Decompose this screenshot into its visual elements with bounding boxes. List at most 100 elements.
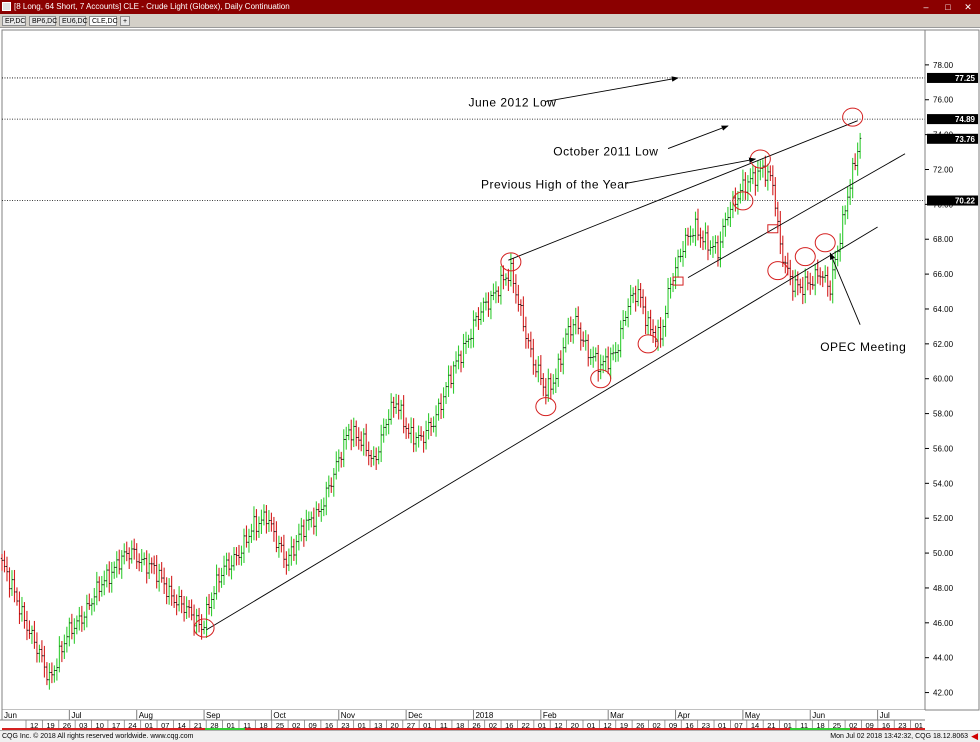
trendline [206, 226, 878, 631]
add-tab-button[interactable]: + [120, 16, 130, 26]
date-tick-label: 21 [194, 721, 202, 730]
date-tick-label: 02 [849, 721, 857, 730]
date-tick-label: 26 [472, 721, 480, 730]
tab-eu6[interactable]: EU6,DC [59, 16, 88, 26]
tab-bp6[interactable]: BP6,DC [29, 16, 57, 26]
tab-cle[interactable]: CLE,DC [89, 16, 118, 26]
date-tick-label: 23 [702, 721, 710, 730]
y-tick-label: 72.00 [933, 165, 954, 174]
month-label: Jul [71, 711, 81, 720]
highlight-circle [535, 397, 557, 417]
price-label: 77.25 [955, 74, 976, 83]
timestamp-text: Mon Jul 02 2018 13:42:32, CQG 18.12.8063 [830, 733, 968, 740]
highlight-circle [767, 261, 789, 281]
date-tick-label: 01 [227, 721, 235, 730]
date-tick-label: 01 [784, 721, 792, 730]
y-tick-label: 62.00 [933, 340, 954, 349]
month-label: Nov [341, 711, 355, 720]
y-tick-label: 66.00 [933, 270, 954, 279]
month-label: Feb [543, 711, 557, 720]
plot-frame [1, 29, 926, 711]
date-tick-label: 20 [390, 721, 398, 730]
date-tick-label: 19 [46, 721, 54, 730]
annotation-arrow [667, 125, 729, 149]
y-tick-label: 46.00 [933, 619, 954, 628]
date-tick-label: 28 [210, 721, 218, 730]
date-tick-label: 03 [79, 721, 87, 730]
y-tick-label: 54.00 [933, 479, 954, 488]
month-label: Mar [610, 711, 624, 720]
date-tick-label: 26 [636, 721, 644, 730]
trendline [508, 120, 858, 261]
y-tick-label: 52.00 [933, 514, 954, 523]
date-tick-label: 12 [554, 721, 562, 730]
highlight-circle [732, 191, 754, 211]
date-tick-label: 02 [489, 721, 497, 730]
date-tick-label: 22 [521, 721, 529, 730]
date-tick-label: 01 [423, 721, 431, 730]
date-tick-label: 11 [440, 721, 448, 730]
date-tick-label: 16 [882, 721, 890, 730]
date-tick-label: 07 [734, 721, 742, 730]
date-tick-label: 12 [603, 721, 611, 730]
price-label-box [927, 72, 978, 83]
annotation-arrow [829, 252, 861, 325]
date-tick-label: 02 [292, 721, 300, 730]
y-tick-label: 68.00 [933, 235, 954, 244]
date-tick-label: 14 [751, 721, 759, 730]
annotation-label: OPEC Meeting [820, 340, 906, 354]
date-tick-label: 09 [669, 721, 677, 730]
price-label-box [927, 133, 978, 144]
y-tick-label: 60.00 [933, 375, 954, 384]
highlight-box [672, 276, 684, 286]
date-tick-label: 24 [128, 721, 136, 730]
y-tick-label: 50.00 [933, 549, 954, 558]
close-button[interactable]: ✕ [964, 2, 972, 12]
date-tick-label: 09 [865, 721, 873, 730]
highlight-circle [794, 247, 816, 267]
price-chart[interactable]: 42.00 44.00 46.00 48.00 50.00 52.00 54.00 56.00… [0, 28, 980, 730]
y-tick-label: 78.00 [933, 61, 954, 70]
maximize-button[interactable]: □ [945, 2, 951, 12]
y-tick-label: 64.00 [933, 305, 954, 314]
month-label: Jun [4, 711, 17, 720]
y-tick-label: 44.00 [933, 654, 954, 663]
price-label: 74.89 [955, 115, 976, 124]
highlight-circle [842, 107, 864, 127]
highlight-circle [637, 334, 659, 354]
date-tick-label: 26 [63, 721, 71, 730]
month-label: Dec [408, 711, 422, 720]
highlight-box [767, 224, 779, 234]
date-tick-label: 01 [538, 721, 546, 730]
month-label: Oct [273, 711, 286, 720]
date-tick-label: 16 [685, 721, 693, 730]
scroll-left-arrow-icon[interactable]: ◀ [971, 731, 978, 741]
price-label: 70.22 [955, 197, 976, 206]
y-tick-label: 48.00 [933, 584, 954, 593]
price-label: 73.76 [955, 135, 976, 144]
chart-area[interactable]: 42.00 44.00 46.00 48.00 50.00 52.00 54.00 56.00… [0, 28, 980, 730]
trendline [687, 153, 906, 278]
date-tick-label: 18 [456, 721, 464, 730]
date-tick-label: 14 [177, 721, 185, 730]
month-label: Sep [206, 711, 221, 720]
highlight-circle [590, 369, 612, 389]
date-tick-label: 12 [30, 721, 38, 730]
minimize-button[interactable]: – [923, 2, 929, 12]
date-tick-label: 02 [653, 721, 661, 730]
date-tick-label: 25 [833, 721, 841, 730]
date-tick-label: 13 [374, 721, 382, 730]
tab-ep[interactable]: EP,DC [2, 16, 26, 26]
date-tick-label: 18 [816, 721, 824, 730]
annotation-arrow [545, 76, 679, 102]
title-bar: [8 Long, 64 Short, 7 Accounts] CLE - Cru… [0, 0, 980, 14]
annotation-arrow [625, 157, 757, 184]
window-title: [8 Long, 64 Short, 7 Accounts] CLE - Cru… [14, 2, 290, 11]
date-tick-label: 21 [767, 721, 775, 730]
date-tick-label: 23 [898, 721, 906, 730]
month-label: May [745, 711, 760, 720]
annotation-label: Previous High of the Year [481, 178, 629, 192]
date-tick-label: 09 [309, 721, 317, 730]
y-tick-label: 56.00 [933, 444, 954, 453]
date-tick-label: 11 [243, 721, 251, 730]
